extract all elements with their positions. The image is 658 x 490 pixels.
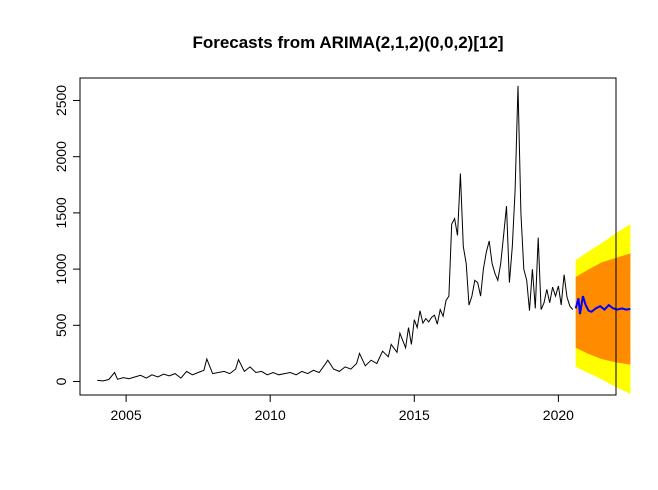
x-tick-label: 2015 — [399, 407, 430, 423]
x-tick-label: 2020 — [543, 407, 574, 423]
y-tick-label: 2500 — [53, 85, 69, 116]
y-tick-label: 500 — [53, 313, 69, 337]
axes: 2005 2010 2015 2020 0 500 1000 1500 2000 2500 — [53, 85, 574, 423]
y-tick-label: 1000 — [53, 253, 69, 284]
series-lines — [97, 85, 631, 382]
y-tick-label: 1500 — [53, 197, 69, 228]
plot-frame — [79, 77, 617, 396]
y-tick-label: 0 — [53, 377, 69, 385]
x-tick-label: 2010 — [255, 407, 286, 423]
history-line — [97, 85, 574, 382]
forecast-line — [574, 295, 631, 315]
y-tick-label: 2000 — [53, 141, 69, 172]
x-tick-label: 2005 — [111, 407, 142, 423]
chart-title: Forecasts from ARIMA(2,1,2)(0,0,2)[12] — [192, 33, 503, 52]
